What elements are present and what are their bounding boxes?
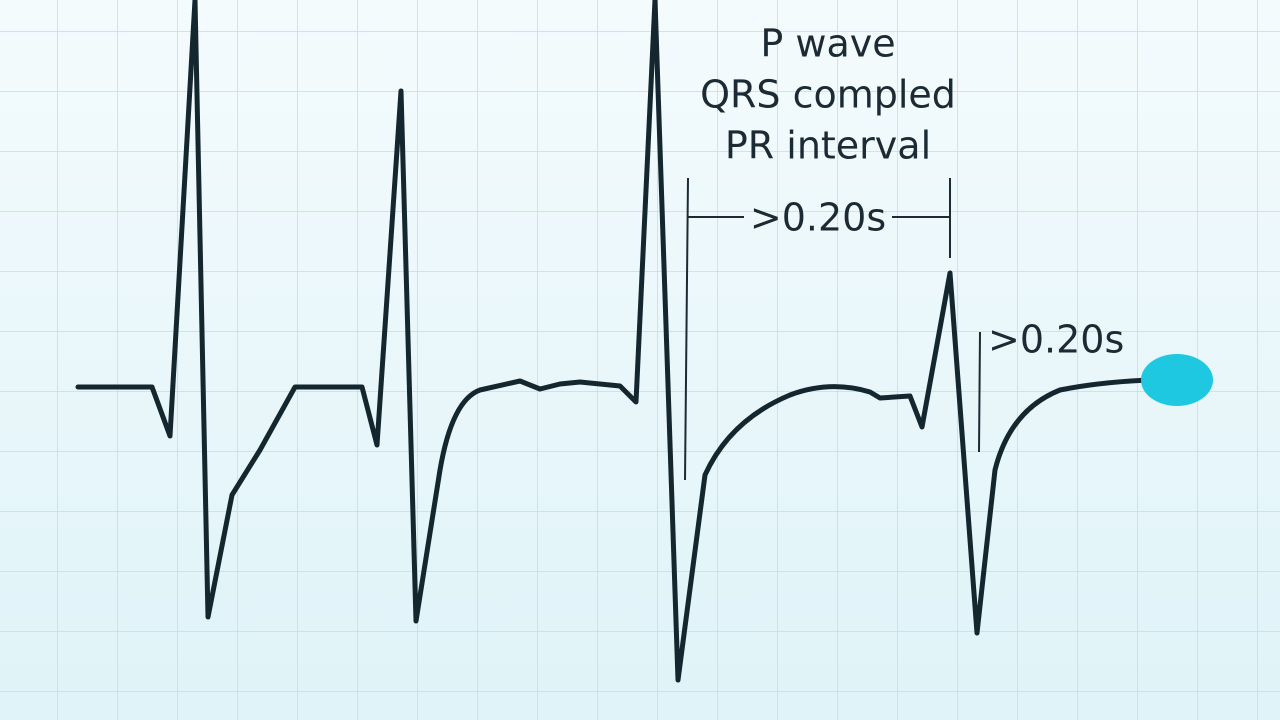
interval-label: >0.20s: [988, 318, 1124, 362]
qrs-label: QRS compled: [700, 73, 956, 117]
pr-interval-label: PR interval: [725, 124, 931, 168]
ecg-trace: [75, 0, 1153, 683]
interval-label: >0.20s: [750, 196, 886, 240]
p-wave-label: P wave: [760, 22, 895, 66]
interval-brackets: [684, 177, 981, 481]
trace-end-marker: [1141, 354, 1213, 406]
